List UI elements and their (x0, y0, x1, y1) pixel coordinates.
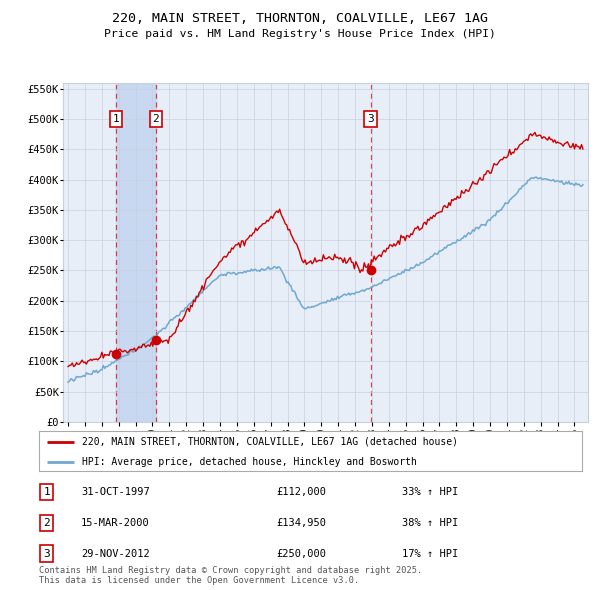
Text: 29-NOV-2012: 29-NOV-2012 (81, 549, 150, 559)
Text: 220, MAIN STREET, THORNTON, COALVILLE, LE67 1AG: 220, MAIN STREET, THORNTON, COALVILLE, L… (112, 12, 488, 25)
Text: 2: 2 (152, 114, 160, 124)
Bar (116, 83, 156, 422)
Text: £250,000: £250,000 (276, 549, 326, 559)
Text: 1: 1 (113, 114, 119, 124)
Text: £134,950: £134,950 (276, 518, 326, 528)
Text: Contains HM Land Registry data © Crown copyright and database right 2025.
This d: Contains HM Land Registry data © Crown c… (39, 566, 422, 585)
Text: 33% ↑ HPI: 33% ↑ HPI (402, 487, 458, 497)
Text: 38% ↑ HPI: 38% ↑ HPI (402, 518, 458, 528)
Text: 1: 1 (43, 487, 50, 497)
Text: 2: 2 (43, 518, 50, 528)
Text: 15-MAR-2000: 15-MAR-2000 (81, 518, 150, 528)
Text: HPI: Average price, detached house, Hinckley and Bosworth: HPI: Average price, detached house, Hinc… (82, 457, 418, 467)
Text: 3: 3 (367, 114, 374, 124)
Text: 3: 3 (43, 549, 50, 559)
Text: 220, MAIN STREET, THORNTON, COALVILLE, LE67 1AG (detached house): 220, MAIN STREET, THORNTON, COALVILLE, L… (82, 437, 458, 447)
Text: 17% ↑ HPI: 17% ↑ HPI (402, 549, 458, 559)
Text: 31-OCT-1997: 31-OCT-1997 (81, 487, 150, 497)
Text: Price paid vs. HM Land Registry's House Price Index (HPI): Price paid vs. HM Land Registry's House … (104, 29, 496, 39)
Text: £112,000: £112,000 (276, 487, 326, 497)
